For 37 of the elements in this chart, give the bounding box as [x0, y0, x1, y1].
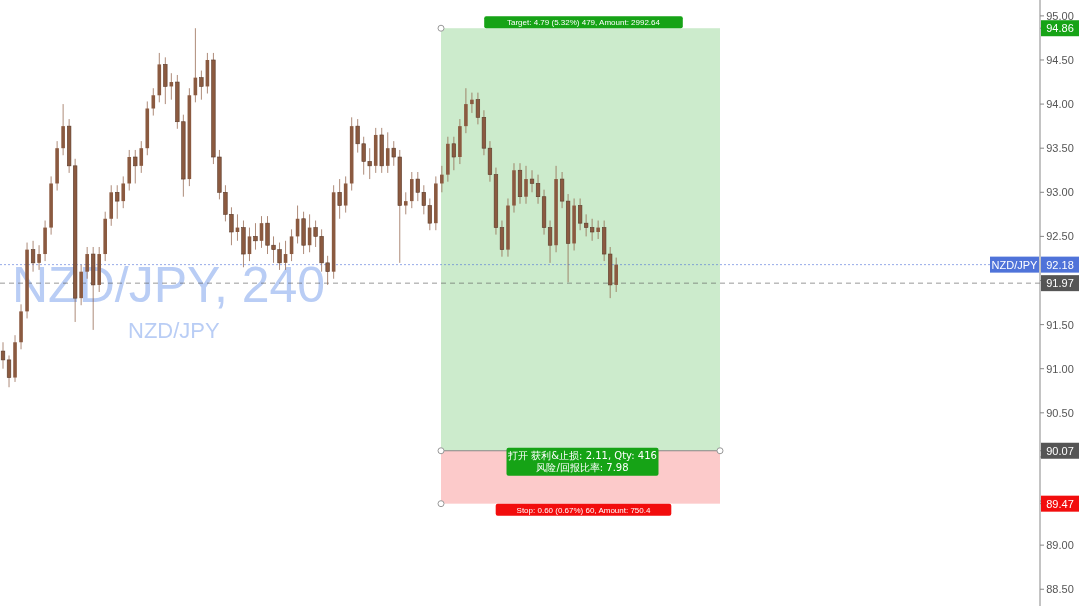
- y-tick-label: 90.07: [1046, 444, 1074, 457]
- y-tick-label: 91.00: [1046, 362, 1074, 375]
- y-tick-label: 93.00: [1046, 186, 1074, 199]
- candlestick: [337, 178, 342, 220]
- annotation: NZD/JPY: [991, 258, 1039, 271]
- ref-line-label: 92.18: [1046, 258, 1074, 271]
- candlestick: [0, 341, 6, 370]
- y-tick-label: 92.50: [1046, 230, 1074, 243]
- candlestick: [535, 174, 541, 205]
- y-tick-label: 95.00: [1046, 9, 1074, 22]
- y-tick-label: 94.86: [1046, 22, 1074, 35]
- candlestick: [529, 169, 535, 193]
- candlestick: [499, 220, 505, 258]
- candlestick: [199, 70, 204, 101]
- candlestick: [163, 56, 168, 105]
- y-tick-label: 94.00: [1046, 98, 1074, 111]
- annotation: 打开 获利&止损: 2.11, Qty: 416: [507, 449, 657, 461]
- candlestick: [61, 103, 65, 156]
- y-tick-label: 94.50: [1046, 53, 1074, 66]
- candlestick: [403, 191, 408, 215]
- y-tick-label: 93.50: [1046, 142, 1074, 155]
- candlestick: [253, 222, 258, 251]
- candlestick: [440, 165, 444, 193]
- y-tick-label: 89.00: [1046, 539, 1074, 552]
- y-tick-label: 90.50: [1046, 406, 1074, 419]
- band-label: Target: 4.79 (5.32%) 479, Amount: 2992.64: [507, 18, 661, 28]
- y-tick-label: 91.50: [1046, 318, 1074, 331]
- ref-line-label: 91.97: [1046, 277, 1074, 290]
- candlestick: [464, 87, 468, 134]
- text: NZD/JPY: [128, 318, 220, 343]
- candlestick: [6, 354, 12, 388]
- candlestick: [524, 165, 528, 205]
- y-tick-label: 88.50: [1046, 583, 1074, 596]
- annotation: 风险/回报比率: 7.98: [536, 461, 629, 473]
- candlestick: [151, 87, 156, 117]
- band-label: Stop: 0.60 (0.67%) 60, Amount: 750.4: [516, 505, 651, 515]
- y-tick-label: 89.47: [1046, 497, 1074, 510]
